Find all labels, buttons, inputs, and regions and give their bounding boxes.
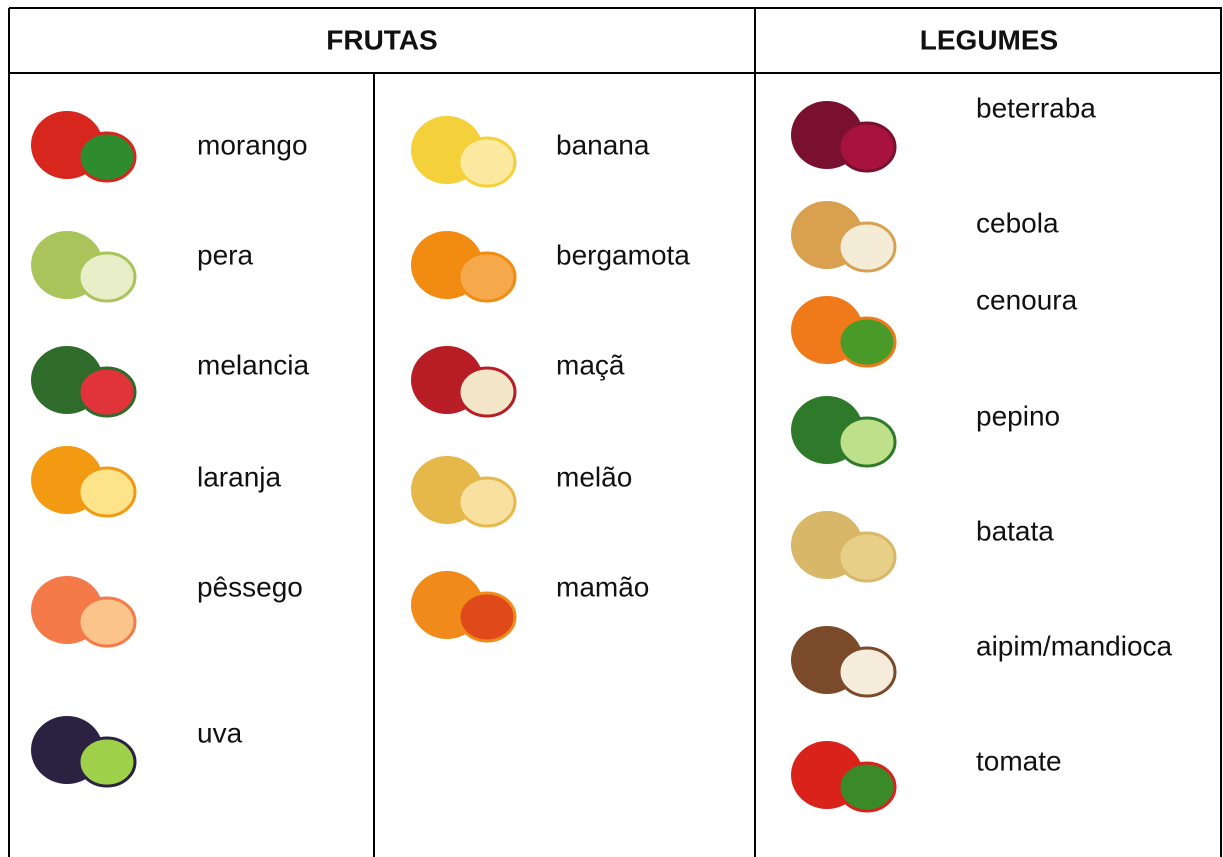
icon-shape [77,466,137,518]
icon-shape [457,476,517,528]
item-label: laranja [197,461,281,492]
icon-shape [837,646,897,698]
item-label: mamão [556,571,649,602]
item-label: morango [197,129,308,160]
header-cell: LEGUMES [920,24,1058,55]
icon-shape [837,761,897,813]
item-label: pepino [976,400,1060,431]
icon-shape [457,591,517,643]
icon-shape [837,416,897,468]
item-label: banana [556,129,650,160]
item-icon [791,201,897,273]
item-icon [791,101,897,173]
item-label: pera [197,239,253,270]
icon-shape [457,366,517,418]
item-label: uva [197,717,243,748]
item-icon [411,571,517,643]
item-icon [791,511,897,583]
item-label: batata [976,515,1054,546]
item-label: tomate [976,745,1062,776]
icon-shape [457,136,517,188]
item-icon [791,396,897,468]
item-icon [411,456,517,528]
item-icon [31,111,137,183]
item-icon [411,231,517,303]
item-label: pêssego [197,571,303,602]
icon-shape [837,121,897,173]
item-label: aipim/mandioca [976,630,1173,661]
icon-shape [837,316,897,368]
item-label: maçã [556,349,625,380]
item-icon [31,576,137,648]
icon-shape [77,251,137,303]
header-cell: FRUTAS [326,24,437,55]
item-icon [31,346,137,418]
icon-shape [77,366,137,418]
item-icon [791,741,897,813]
icon-shape [837,221,897,273]
item-icon [411,116,517,188]
icon-shape [77,736,137,788]
item-label: melancia [197,349,309,380]
item-icon [411,346,517,418]
item-icon [31,231,137,303]
icon-shape [837,531,897,583]
item-icon [791,626,897,698]
item-label: melão [556,461,632,492]
item-label: cenoura [976,284,1078,315]
item-label: beterraba [976,92,1096,123]
item-icon [31,446,137,518]
item-icon [791,296,897,368]
item-icon [31,716,137,788]
item-label: bergamota [556,239,690,270]
icon-shape [77,131,137,183]
icon-shape [77,596,137,648]
item-label: cebola [976,207,1059,238]
icon-shape [457,251,517,303]
